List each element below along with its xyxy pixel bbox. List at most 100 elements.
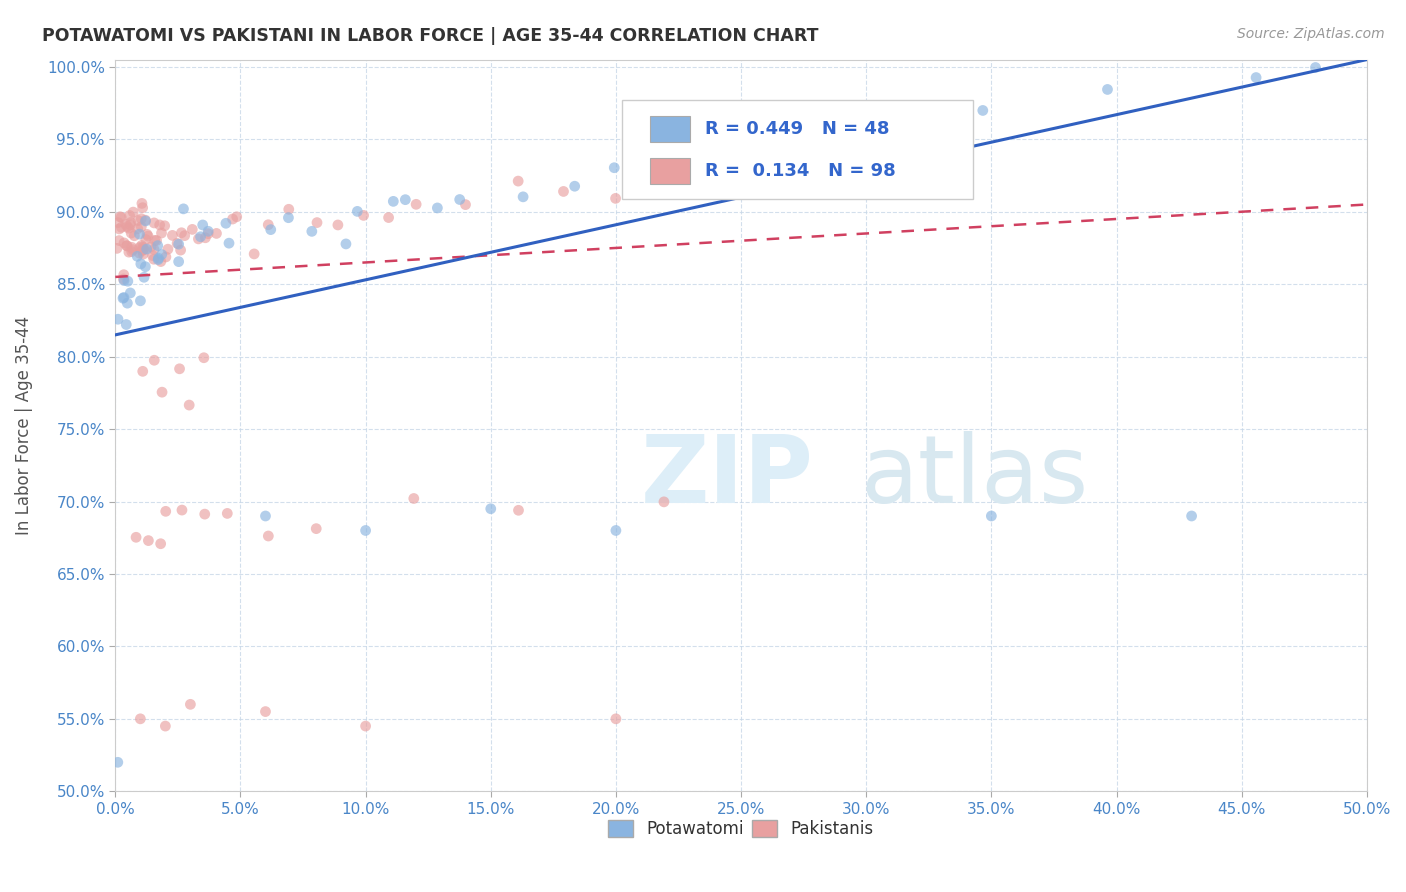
Point bbox=[131, 196, 153, 211]
Text: ZIP: ZIP bbox=[641, 431, 814, 523]
Point bbox=[605, 712, 627, 726]
Point bbox=[170, 503, 193, 517]
Point bbox=[115, 318, 138, 332]
Point bbox=[257, 529, 280, 543]
FancyBboxPatch shape bbox=[650, 116, 690, 143]
Point bbox=[142, 252, 165, 267]
Point bbox=[135, 232, 157, 246]
Point bbox=[277, 211, 299, 225]
Point bbox=[143, 234, 166, 248]
Point bbox=[449, 193, 471, 207]
Point bbox=[659, 144, 682, 158]
Point bbox=[479, 501, 502, 516]
Point bbox=[143, 353, 166, 368]
Point bbox=[603, 161, 626, 175]
Point bbox=[118, 209, 141, 223]
Point bbox=[118, 245, 141, 260]
Point bbox=[169, 243, 191, 257]
Point bbox=[141, 248, 163, 262]
Point bbox=[728, 139, 751, 153]
Point bbox=[128, 227, 150, 241]
Point bbox=[128, 240, 150, 254]
Point bbox=[129, 293, 152, 308]
Point bbox=[1244, 70, 1267, 85]
Point bbox=[134, 213, 156, 227]
Point bbox=[215, 216, 238, 230]
Point bbox=[117, 221, 139, 235]
Point bbox=[205, 227, 228, 241]
Point bbox=[254, 508, 277, 523]
Point bbox=[190, 229, 212, 244]
Point bbox=[108, 210, 131, 224]
Text: Source: ZipAtlas.com: Source: ZipAtlas.com bbox=[1237, 27, 1385, 41]
Point bbox=[138, 533, 160, 548]
Point bbox=[129, 712, 152, 726]
Point bbox=[564, 179, 586, 194]
Point bbox=[402, 491, 425, 506]
Point bbox=[120, 285, 142, 300]
Point bbox=[197, 227, 219, 241]
Point bbox=[305, 522, 328, 536]
Point bbox=[553, 185, 575, 199]
Point bbox=[191, 218, 214, 232]
Point bbox=[115, 219, 138, 234]
Point bbox=[127, 249, 149, 263]
Point bbox=[254, 705, 277, 719]
Point bbox=[107, 216, 129, 230]
Point bbox=[132, 247, 155, 261]
Text: R =  0.134   N = 98: R = 0.134 N = 98 bbox=[704, 161, 896, 180]
Point bbox=[112, 272, 135, 286]
Point bbox=[301, 224, 323, 238]
Point bbox=[112, 268, 135, 282]
Point bbox=[132, 270, 155, 285]
Point bbox=[166, 236, 188, 251]
Point bbox=[193, 351, 215, 365]
Point bbox=[194, 507, 217, 521]
Point bbox=[112, 291, 135, 305]
Point bbox=[508, 503, 530, 517]
Point bbox=[107, 756, 129, 770]
Point bbox=[131, 238, 153, 252]
Point bbox=[132, 364, 155, 378]
Point bbox=[120, 215, 142, 229]
Point bbox=[129, 257, 152, 271]
Point bbox=[146, 252, 169, 267]
Point bbox=[124, 228, 146, 243]
Point bbox=[129, 211, 152, 226]
Point bbox=[122, 243, 145, 257]
Point bbox=[181, 222, 204, 236]
Point bbox=[807, 126, 830, 140]
Point bbox=[170, 226, 193, 240]
Point bbox=[155, 719, 177, 733]
Point bbox=[305, 216, 328, 230]
Point bbox=[143, 216, 166, 230]
Point bbox=[115, 239, 138, 253]
Point bbox=[131, 244, 153, 258]
Point bbox=[454, 197, 477, 211]
Point bbox=[243, 247, 266, 261]
Point bbox=[1181, 508, 1204, 523]
Point bbox=[605, 191, 627, 205]
Point bbox=[335, 236, 357, 251]
Point bbox=[121, 244, 143, 259]
Point bbox=[150, 226, 173, 240]
Point bbox=[120, 226, 142, 240]
Point bbox=[153, 219, 176, 233]
Point bbox=[132, 243, 155, 257]
Point bbox=[260, 222, 283, 236]
Point bbox=[122, 205, 145, 219]
Point bbox=[155, 250, 177, 264]
Point bbox=[132, 242, 155, 256]
Point bbox=[173, 228, 195, 243]
Point bbox=[394, 193, 416, 207]
Point bbox=[172, 202, 194, 216]
Point bbox=[197, 224, 219, 238]
Y-axis label: In Labor Force | Age 35-44: In Labor Force | Age 35-44 bbox=[15, 316, 32, 535]
Point bbox=[121, 240, 143, 254]
Point bbox=[187, 232, 209, 246]
Text: R = 0.449   N = 48: R = 0.449 N = 48 bbox=[704, 120, 889, 138]
Point bbox=[179, 398, 201, 412]
Point bbox=[169, 361, 191, 376]
Point bbox=[110, 220, 132, 235]
Legend: Potawatomi, Pakistanis: Potawatomi, Pakistanis bbox=[602, 814, 880, 845]
